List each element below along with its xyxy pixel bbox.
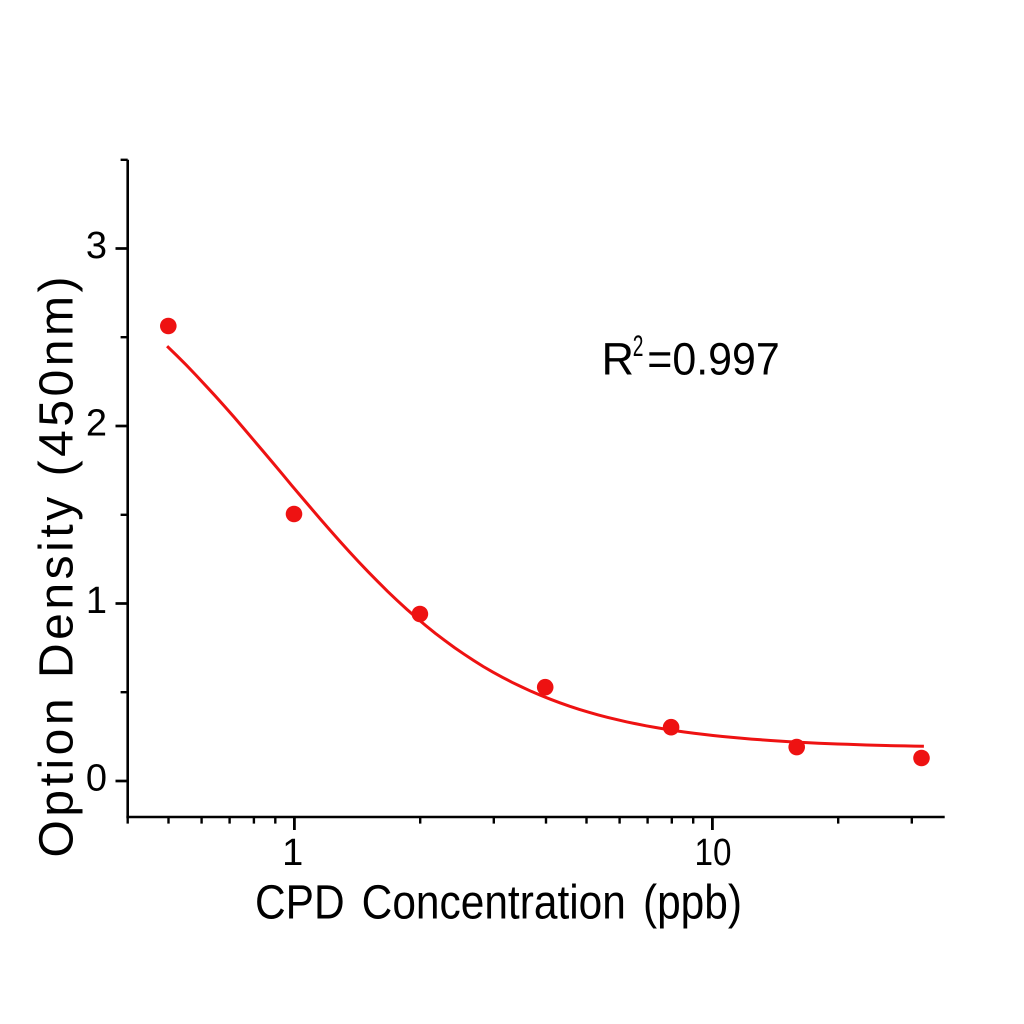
svg-text:CPD Concentration (ppb): CPD Concentration (ppb): [255, 876, 742, 929]
svg-text:=0.997: =0.997: [647, 333, 780, 384]
svg-text:3: 3: [86, 225, 107, 267]
svg-text:1: 1: [282, 832, 303, 874]
svg-text:Option Density (450nm): Option Density (450nm): [30, 277, 83, 858]
svg-text:2: 2: [633, 330, 644, 363]
svg-text:0: 0: [86, 758, 107, 800]
svg-text:2: 2: [86, 403, 107, 445]
svg-text:R: R: [602, 333, 635, 384]
svg-text:10: 10: [695, 832, 732, 874]
svg-text:1: 1: [86, 580, 107, 622]
